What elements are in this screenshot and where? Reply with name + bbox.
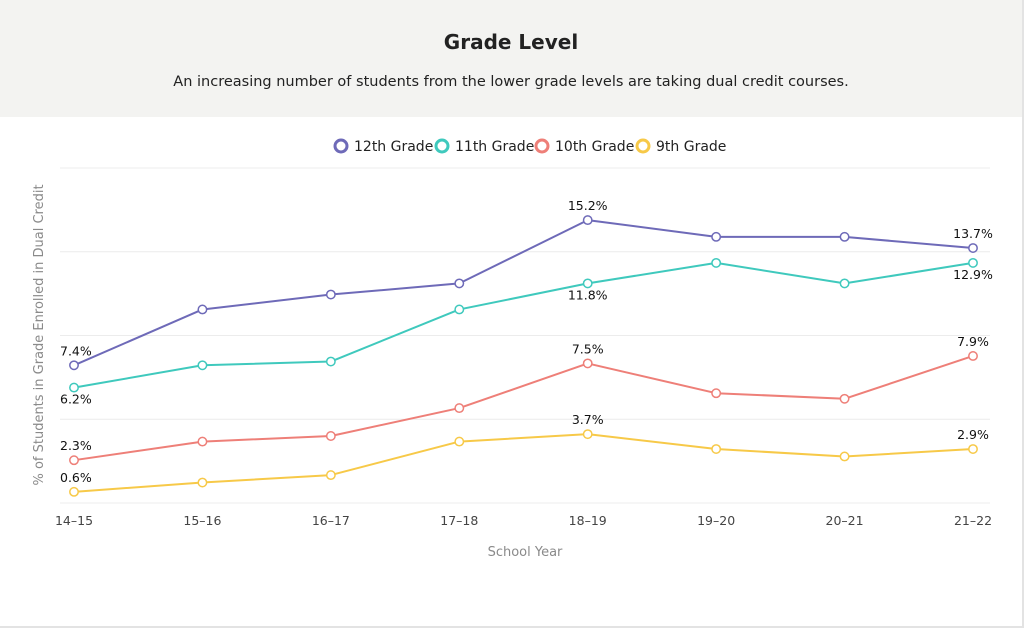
x-tick-label: 14–15 (55, 513, 93, 528)
series-line-10th-grade (73, 355, 974, 462)
data-point (968, 351, 978, 361)
data-label: 6.2% (60, 392, 92, 407)
frame-right-border (1022, 117, 1024, 628)
data-point (968, 444, 978, 454)
data-point (197, 436, 208, 447)
data-point (711, 444, 722, 454)
legend-label: 10th Grade (555, 139, 634, 155)
data-label: 7.5% (572, 341, 604, 356)
data-label: 13.7% (953, 226, 993, 241)
chart-subtitle: An increasing number of students from th… (173, 74, 849, 90)
data-point (454, 436, 465, 447)
data-point (839, 451, 850, 462)
data-point (69, 382, 79, 393)
frame-bottom-border (0, 626, 1024, 628)
data-point (968, 243, 978, 253)
x-tick-label: 21–22 (954, 513, 992, 528)
legend-marker-icon (635, 138, 651, 154)
data-point (197, 360, 208, 371)
data-label: 15.2% (568, 198, 608, 213)
data-label: 7.9% (957, 334, 989, 349)
x-tick-label: 18–19 (569, 513, 607, 528)
data-label: 2.3% (60, 438, 92, 453)
data-point (325, 470, 336, 481)
data-point (69, 486, 79, 497)
x-tick-label: 15–16 (183, 513, 221, 528)
data-label: 11.8% (568, 287, 608, 302)
data-point (454, 278, 465, 289)
series-line-11th-grade (73, 261, 974, 389)
x-tick-label: 19–20 (697, 513, 735, 528)
legend-label: 11th Grade (455, 139, 534, 155)
data-point (711, 257, 722, 268)
data-label: 12.9% (953, 267, 993, 282)
legend-marker-icon (434, 138, 450, 154)
legend-label: 12th Grade (354, 139, 433, 155)
data-point (839, 393, 850, 404)
data-point (325, 431, 336, 441)
data-point (69, 455, 79, 466)
data-point (197, 477, 208, 488)
legend-marker-icon (534, 138, 550, 154)
data-label: 2.9% (957, 427, 989, 442)
data-label: 0.6% (60, 470, 92, 485)
data-label: 3.7% (572, 412, 604, 427)
data-point (582, 429, 593, 440)
data-point (582, 358, 593, 369)
data-point (582, 215, 593, 226)
chart-header: Grade Level An increasing number of stud… (0, 0, 1024, 117)
data-point (325, 289, 336, 300)
x-tick-label: 16–17 (312, 513, 350, 528)
x-axis-title: School Year (488, 545, 563, 560)
y-axis-title: % of Students in Grade Enrolled in Dual … (32, 184, 47, 485)
series-line-9th-grade (73, 433, 974, 493)
legend-marker-icon (333, 138, 349, 154)
series-line-12th-grade (73, 219, 974, 367)
data-point (454, 403, 465, 414)
data-point (325, 356, 336, 367)
data-point (454, 304, 465, 315)
data-point (582, 278, 593, 289)
data-point (711, 231, 722, 242)
x-tick-label: 20–21 (826, 513, 864, 528)
data-point (711, 388, 722, 399)
data-point (968, 257, 978, 268)
legend-label: 9th Grade (656, 139, 726, 155)
x-tick-label: 17–18 (440, 513, 478, 528)
data-point (197, 304, 208, 315)
data-point (69, 360, 79, 371)
data-point (839, 231, 850, 242)
data-point (839, 278, 850, 289)
data-label: 7.4% (60, 343, 92, 358)
chart-title: Grade Level (443, 30, 579, 54)
